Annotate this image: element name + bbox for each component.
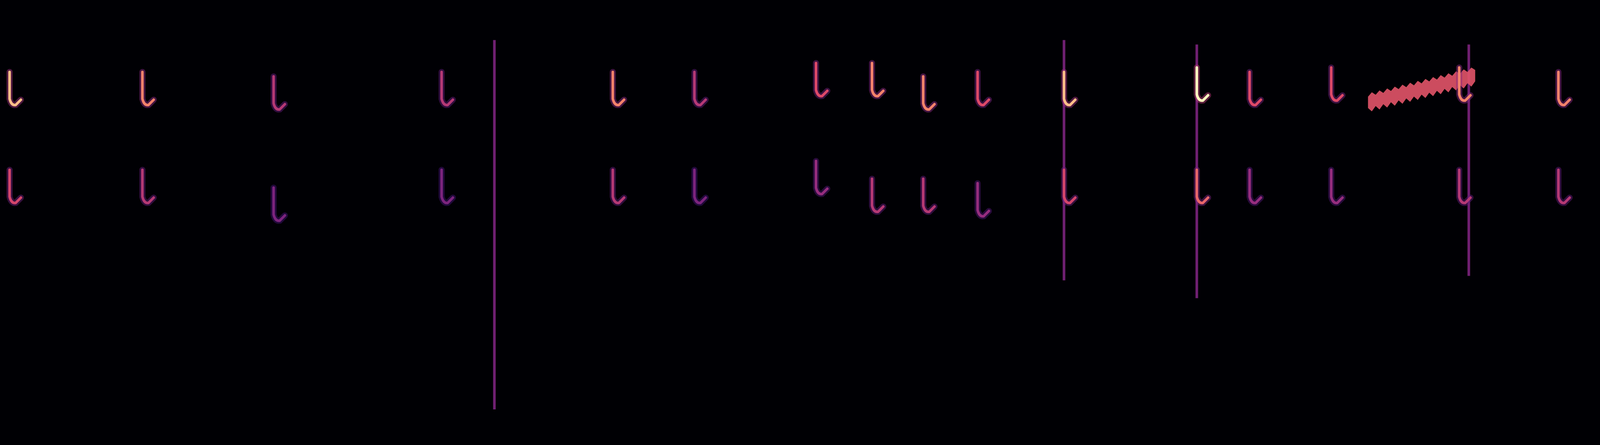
lower-note-glow — [1196, 169, 1209, 203]
upper-note — [1558, 72, 1570, 105]
lower-note — [1459, 169, 1471, 203]
lower-note-glow — [977, 183, 989, 217]
upper-note-glow — [142, 72, 154, 105]
upper-note-glow — [1196, 67, 1209, 101]
upper-note-glow — [1331, 67, 1343, 101]
lower-note-glow — [441, 169, 453, 203]
lower-note — [441, 169, 453, 203]
spectrogram — [0, 0, 1600, 445]
upper-note — [142, 72, 154, 105]
upper-note-glow — [1249, 72, 1261, 105]
lower-note — [142, 169, 154, 203]
lower-note — [694, 169, 706, 203]
broadband-streak — [493, 39, 496, 410]
lower-note — [273, 187, 286, 221]
lower-note — [923, 178, 935, 212]
upper-note-glow — [816, 62, 828, 96]
lower-note — [816, 160, 828, 194]
upper-note-glow — [694, 72, 706, 105]
lower-note — [9, 169, 21, 203]
upper-note — [872, 62, 884, 96]
trill — [1367, 67, 1476, 112]
lower-note — [872, 178, 884, 212]
upper-note-glow — [1558, 72, 1570, 105]
upper-note — [1249, 72, 1261, 105]
upper-note — [613, 72, 625, 105]
upper-note — [923, 76, 935, 110]
lower-note-glow — [9, 169, 21, 203]
lower-note-glow — [816, 160, 828, 194]
upper-note-glow — [441, 72, 453, 105]
lower-note — [1196, 169, 1209, 203]
upper-note — [694, 72, 706, 105]
upper-note — [977, 72, 989, 105]
upper-note — [441, 72, 453, 105]
lower-note — [613, 169, 625, 203]
lower-note-glow — [1064, 169, 1076, 203]
lower-note-glow — [142, 169, 154, 203]
upper-note-glow — [923, 76, 935, 110]
lower-note-glow — [872, 178, 884, 212]
upper-note-glow — [872, 62, 884, 96]
upper-note — [1459, 67, 1471, 101]
lower-note — [1331, 169, 1343, 203]
lower-note — [1558, 169, 1570, 203]
plot-area — [9, 39, 1570, 410]
lower-note-glow — [923, 178, 935, 212]
upper-note-glow — [9, 72, 21, 105]
lower-note-glow — [1459, 169, 1471, 203]
upper-note — [1331, 67, 1343, 101]
background — [0, 0, 1600, 445]
upper-note-glow — [977, 72, 989, 105]
upper-note — [273, 76, 286, 110]
lower-note-glow — [1249, 169, 1261, 203]
lower-note — [1064, 169, 1076, 203]
lower-note-glow — [273, 187, 286, 221]
upper-note — [9, 72, 21, 105]
lower-note — [977, 183, 989, 217]
upper-note-glow — [273, 76, 286, 110]
upper-note-glow — [1064, 72, 1076, 105]
upper-note — [816, 62, 828, 96]
upper-note-glow — [613, 72, 625, 105]
lower-note-glow — [1558, 169, 1570, 203]
upper-note — [1064, 72, 1076, 105]
upper-note — [1196, 67, 1209, 101]
lower-note-glow — [613, 169, 625, 203]
lower-note — [1249, 169, 1261, 203]
lower-note-glow — [1331, 169, 1343, 203]
upper-note-glow — [1459, 67, 1471, 101]
lower-note-glow — [694, 169, 706, 203]
